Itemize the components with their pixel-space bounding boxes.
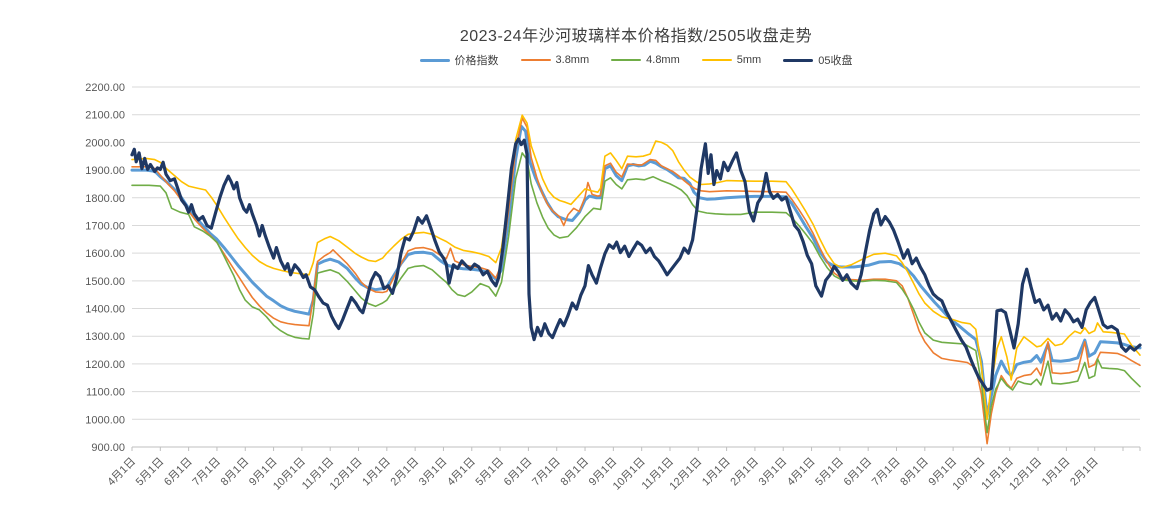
- x-axis-tick-label: 1月1日: [700, 456, 733, 489]
- legend-item-price-index: 价格指数: [419, 52, 499, 68]
- legend-swatch-05-close: [783, 58, 814, 62]
- x-axis-tick-label: 3月1日: [417, 456, 450, 489]
- legend-label-4-8mm: 4.8mm: [646, 54, 680, 66]
- legend-label-3-8mm: 3.8mm: [555, 54, 590, 66]
- legend-item-3-8mm: 3.8mm: [520, 54, 590, 66]
- x-axis-tick-label: 5月1日: [813, 456, 846, 489]
- x-axis-tick-label: 6月1日: [502, 456, 535, 489]
- x-axis-tick-label: 6月1日: [842, 456, 875, 489]
- x-axis-tick-label: 2月1日: [728, 456, 761, 489]
- x-axis-tick-label: 7月1日: [530, 456, 563, 489]
- legend-label-5mm: 5mm: [736, 54, 762, 66]
- legend-swatch-3-8mm: [520, 59, 551, 61]
- x-axis-tick-label: 1月1日: [360, 456, 393, 489]
- x-axis-tick-label: 8月1日: [898, 456, 931, 489]
- y-axis-tick-label: 1200.00: [85, 359, 125, 371]
- y-axis-tick-label: 1700.00: [85, 220, 125, 232]
- x-axis-tick-label: 8月1日: [219, 456, 252, 489]
- y-axis-tick-label: 1400.00: [85, 304, 125, 316]
- y-axis-tick-label: 1500.00: [85, 276, 125, 288]
- x-axis-tick-label: 8月1日: [558, 456, 591, 489]
- y-axis-tick-label: 2100.00: [85, 110, 125, 122]
- y-axis-tick-label: 2000.00: [85, 137, 125, 149]
- x-axis-tick-label: 5月1日: [474, 456, 507, 489]
- legend-label-price-index: 价格指数: [454, 55, 499, 67]
- y-axis-tick-label: 1300.00: [85, 331, 125, 343]
- y-axis-tick-label: 1900.00: [85, 165, 125, 177]
- legend-label-05-close: 05收盘: [818, 55, 853, 67]
- legend-item-05-close: 05收盘: [783, 52, 852, 68]
- y-axis-tick-label: 900.00: [91, 442, 125, 454]
- series-line-4-8mm: [131, 152, 1141, 434]
- x-axis-tick-label: 7月1日: [190, 456, 223, 489]
- x-axis-tick-label: 3月1日: [757, 456, 790, 489]
- legend-swatch-4-8mm: [611, 59, 642, 61]
- x-axis-tick-label: 5月1日: [134, 456, 167, 489]
- x-axis-tick-label: 2月1日: [1068, 456, 1101, 489]
- x-axis-tick-label: 4月1日: [785, 456, 818, 489]
- y-axis-tick-label: 2200.00: [85, 82, 125, 94]
- chart-title: 2023-24年沙河玻璃样本价格指数/2505收盘走势: [459, 28, 813, 45]
- legend-item-5mm: 5mm: [701, 54, 762, 66]
- y-axis-tick-label: 1000.00: [85, 414, 125, 426]
- legend-item-4-8mm: 4.8mm: [611, 54, 680, 66]
- series-line-3-8mm: [131, 117, 1141, 445]
- y-axis-tick-label: 1800.00: [85, 193, 125, 205]
- x-axis-tick-label: 7月1日: [870, 456, 903, 489]
- y-axis-tick-label: 1600.00: [85, 248, 125, 260]
- y-axis-tick-label: 1100.00: [86, 387, 125, 399]
- x-axis-tick-label: 6月1日: [162, 456, 195, 489]
- legend: 价格指数 3.8mm 4.8mm 5mm 05收盘: [132, 52, 1140, 68]
- x-axis-tick-label: 1月1日: [1040, 456, 1073, 489]
- legend-swatch-5mm: [701, 59, 732, 61]
- x-axis-tick-label: 4月1日: [445, 456, 478, 489]
- x-axis-tick-label: 4月1日: [105, 456, 138, 489]
- legend-swatch-price-index: [419, 58, 450, 62]
- x-axis-tick-label: 2月1日: [389, 456, 422, 489]
- series-line-05-close: [130, 137, 1142, 392]
